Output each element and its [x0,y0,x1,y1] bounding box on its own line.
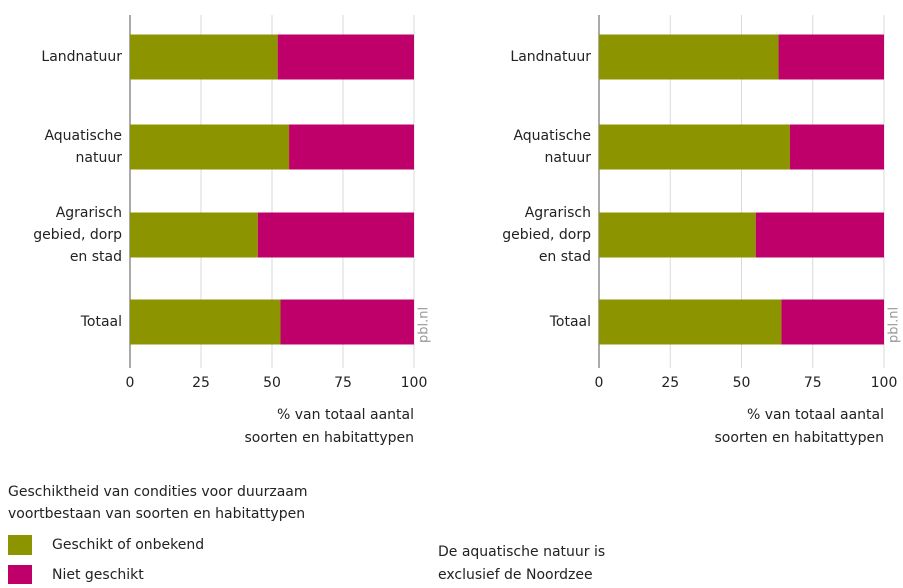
x-tick-label: 75 [804,375,822,391]
y-tick-label: Aquatische natuur [513,128,591,166]
bar-segment [789,124,884,170]
bar-segment [130,299,281,345]
y-tick-label: Totaal [549,314,591,330]
y-tick-label: Totaal [80,314,122,330]
bar-segment [280,299,414,345]
x-tick-label: 0 [595,375,604,391]
bar-segment [277,34,414,80]
x-tick-label: 75 [334,375,352,391]
bar-segment [599,34,779,80]
bar-segment [599,212,756,258]
bar-segment [599,299,782,345]
bar-segment [755,212,884,258]
x-tick-label: 0 [126,375,135,391]
source: pbl.nl [887,307,902,343]
y-tick-label: Landnatuur [510,49,591,65]
bar-segment [257,212,414,258]
y-tick-label: Agrarisch gebied, dorp en stad [33,205,122,265]
y-tick-label: Agrarisch gebied, dorp en stad [502,205,591,265]
legend-title: Geschiktheid van condities voor duurzaam… [8,484,308,522]
legend-label: Geschikt of onbekend [52,537,204,553]
bar-segment [778,34,884,80]
source: pbl.nl [417,307,432,343]
x-tick-label: 25 [192,375,210,391]
legend-label: Niet geschikt [52,567,144,583]
x-tick-label: 25 [661,375,679,391]
x-tick-label: 50 [263,375,281,391]
bar-segment [130,34,278,80]
bar-segment [130,124,290,170]
y-tick-label: Aquatische natuur [44,128,122,166]
bar-segment [130,212,258,258]
bar-segment [289,124,414,170]
x-tick-label: 50 [733,375,751,391]
bar-segment [781,299,884,345]
bar-segment [599,124,790,170]
y-tick-label: Landnatuur [41,49,122,65]
x-axis-label: % van totaal aantal soorten en habitattyp… [245,407,414,446]
x-axis-label: % van totaal aantal soorten en habitattyp… [715,407,884,446]
legend-swatch [8,565,32,585]
legend-swatch [8,535,32,555]
x-tick-label: 100 [871,375,898,391]
x-tick-label: 100 [401,375,428,391]
note: De aquatische natuur is exclusief de Noor… [438,544,605,583]
